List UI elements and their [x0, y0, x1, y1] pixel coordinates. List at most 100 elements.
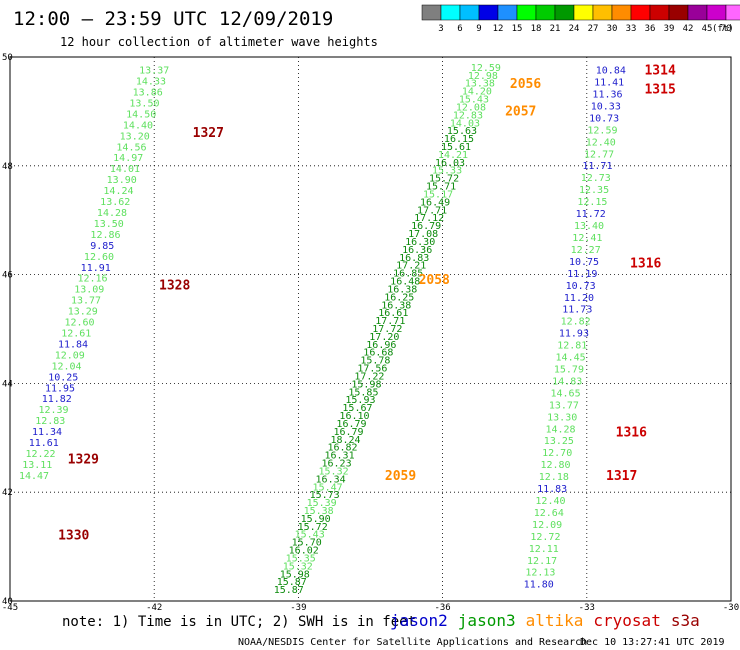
y-tick-label: 40	[2, 597, 13, 607]
wave-height-label: 13.38	[465, 79, 495, 90]
wave-height-label: 16.49	[420, 197, 450, 208]
wave-height-label: 11.41	[594, 78, 624, 89]
wave-height-label: 13.50	[129, 98, 159, 109]
wave-height-label: 15.73	[310, 490, 340, 501]
scale-swatch	[706, 4, 727, 21]
wave-height-label: 15.67	[342, 403, 372, 414]
x-tick-label: -30	[723, 603, 739, 613]
wave-height-label: 14.01	[110, 164, 140, 175]
y-tick-label: 48	[2, 162, 13, 172]
x-tick-label: -36	[434, 603, 450, 613]
legend-entry-cryosat: cryosat	[593, 611, 660, 630]
wave-height-label: 15.33	[432, 166, 462, 177]
wave-height-label: 11.83	[537, 484, 567, 495]
wave-height-label: 17.08	[408, 229, 438, 240]
wave-height-label: 11.61	[29, 438, 59, 449]
wave-height-label: 10.73	[589, 113, 619, 124]
wave-height-label: 17.71	[417, 205, 447, 216]
scale-label: 24	[569, 24, 580, 34]
scale-swatch	[478, 4, 499, 21]
wave-height-label: 11.20	[564, 293, 594, 304]
pass-labels: 1327 1328 1329 1330 2056 2057 2058 2059 1314 1315…	[58, 64, 676, 544]
wave-height-label: 12.27	[571, 245, 601, 256]
wave-height-label: 15.63	[447, 126, 477, 137]
scale-swatch	[516, 4, 537, 21]
wave-height-label: 14.45	[556, 353, 586, 364]
wave-height-label: 12.59	[471, 63, 501, 74]
wave-height-label: 13.37	[139, 66, 169, 77]
wave-height-label: 14.50	[126, 109, 156, 120]
wave-height-label: 12.83	[453, 110, 483, 121]
wave-height-label: 13.77	[71, 296, 101, 307]
scale-label: 3	[438, 24, 443, 34]
wave-height-label: 15.79	[554, 364, 584, 375]
footer-note: note: 1) Time is in UTC; 2) SWH is in fe…	[62, 614, 416, 630]
wave-height-label: 15.78	[360, 356, 390, 367]
wave-height-label: 17.56	[357, 364, 387, 375]
wave-height-label: 11.34	[32, 427, 62, 438]
wave-height-label: 16.25	[384, 292, 414, 303]
scale-label: 21	[550, 24, 561, 34]
wave-height-label: 17.22	[354, 371, 384, 382]
wave-height-label: 16.03	[435, 158, 465, 169]
wave-height-label: 11.93	[559, 329, 589, 340]
wave-height-label: 16.68	[363, 348, 393, 359]
wave-height-label: 14.56	[116, 142, 146, 153]
pass-number-label: 1317	[606, 469, 637, 484]
wave-height-label: 11.71	[582, 161, 612, 172]
scale-unit: (ft)	[712, 24, 734, 34]
wave-height-label: 13.50	[94, 219, 124, 230]
wave-height-label: 16.38	[381, 300, 411, 311]
wave-height-label: 12.39	[38, 405, 68, 416]
wave-height-label: 15.87	[277, 577, 307, 588]
wave-height-label: 16.31	[324, 451, 354, 462]
wave-height-label: 12.98	[468, 71, 498, 82]
wave-height-label: 12.08	[456, 102, 486, 113]
chart-title: 12:00 – 23:59 UTC 12/09/2019	[13, 8, 333, 30]
wave-height-label: 12.64	[534, 508, 564, 519]
scale-label: 9	[476, 24, 481, 34]
y-tick-label: 50	[2, 53, 13, 63]
wave-height-label: 16.48	[390, 277, 420, 288]
wave-height-label: 14.33	[136, 77, 166, 88]
wave-height-label: 15.43	[295, 530, 325, 541]
wave-height-label: 12.16	[77, 274, 107, 285]
wave-height-label: 12.41	[572, 233, 602, 244]
plot-frame	[9, 56, 732, 602]
pass-number-label: 2059	[385, 469, 416, 484]
wave-height-label: 16.79	[411, 221, 441, 232]
scale-label: 27	[588, 24, 599, 34]
wave-height-label: 15.85	[348, 387, 378, 398]
wave-height-label: 14.83	[552, 376, 582, 387]
wave-height-label: 12.82	[561, 317, 591, 328]
scale-label: 12	[493, 24, 504, 34]
scale-swatch	[630, 4, 651, 21]
scale-label: 30	[607, 24, 618, 34]
scale-swatch	[421, 4, 442, 21]
pass-number-label: 1315	[644, 83, 675, 98]
scale-swatch	[459, 4, 480, 21]
scale-swatch	[649, 4, 670, 21]
wave-height-label: 16.82	[327, 443, 357, 454]
wave-height-label: 10.75	[569, 257, 599, 268]
scale-label: 70	[721, 24, 732, 34]
wave-height-label: 15.71	[426, 182, 456, 193]
wave-height-label: 10.73	[566, 281, 596, 292]
wave-height-label: 13.86	[133, 88, 163, 99]
pass-number-label: 1329	[68, 453, 99, 468]
legend-entry-jason3: jason3	[458, 611, 516, 630]
wave-height-label: 17.71	[375, 316, 405, 327]
wave-height-label: 14.65	[551, 388, 581, 399]
tracks: 13.3714.3313.8613.5014.5014.4013.2014.56…	[19, 63, 626, 596]
pass-number-label: 1316	[630, 257, 661, 272]
y-tick-labels: 40 42 44 46 48 50	[2, 53, 13, 607]
legend-entry-altika: altika	[526, 611, 584, 630]
wave-height-label: 15.43	[459, 95, 489, 106]
wave-height-label: 15.32	[283, 561, 313, 572]
wave-height-label: 16.79	[336, 419, 366, 430]
wave-height-label: 15.87	[274, 585, 304, 596]
wave-height-label: 12.60	[64, 318, 94, 329]
scale-swatch	[725, 4, 740, 21]
wave-height-label: 11.72	[576, 209, 606, 220]
